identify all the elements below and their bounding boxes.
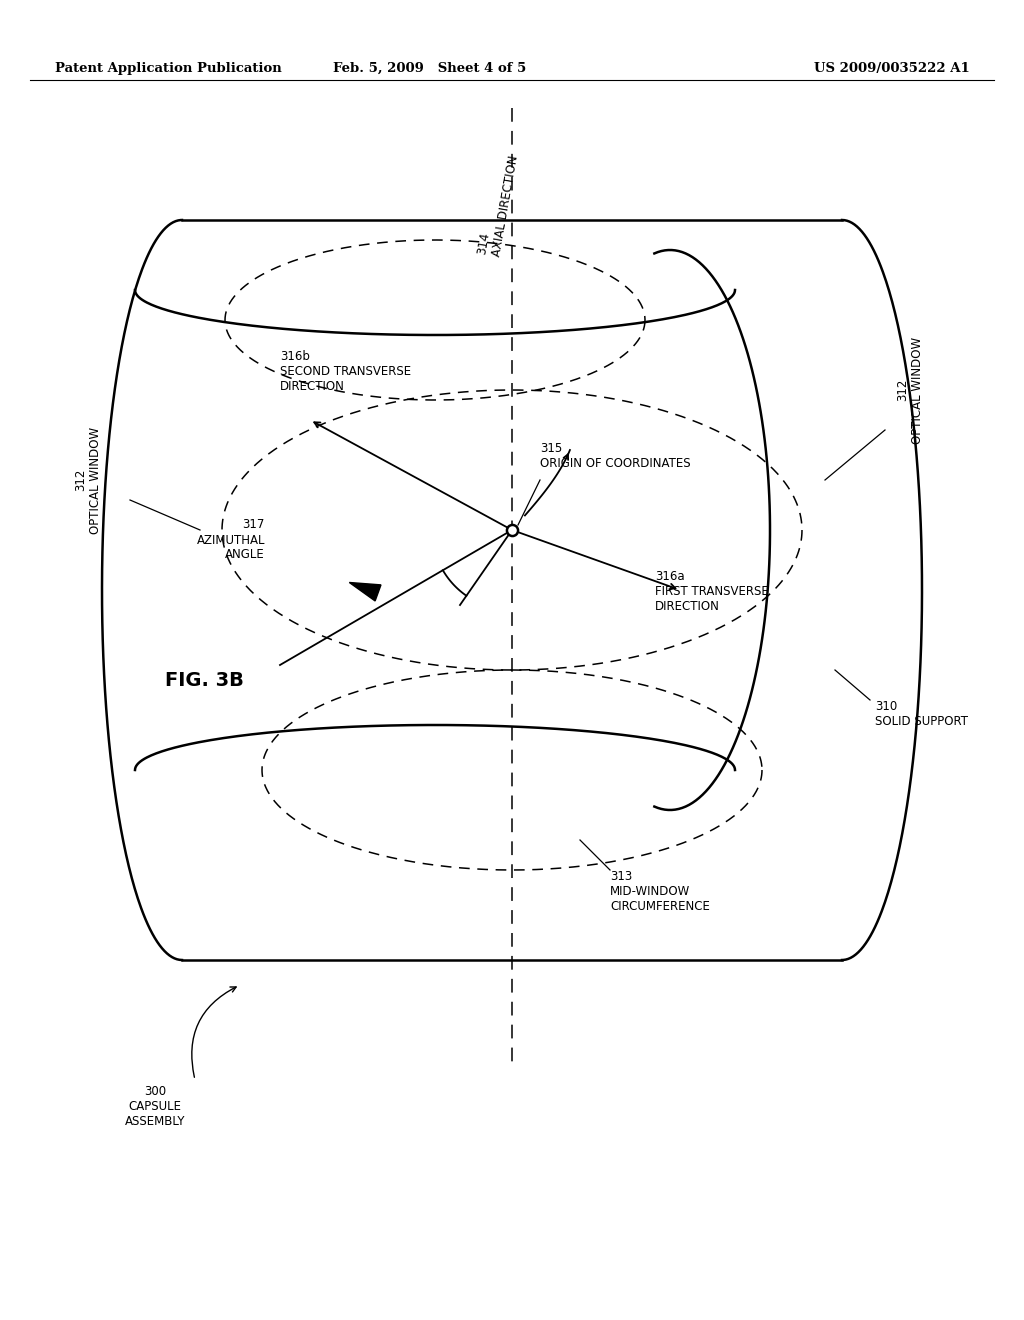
Text: 310
SOLID SUPPORT: 310 SOLID SUPPORT	[874, 700, 968, 729]
Text: US 2009/0035222 A1: US 2009/0035222 A1	[814, 62, 970, 75]
Text: FIG. 3B: FIG. 3B	[165, 671, 244, 689]
Text: 313
MID-WINDOW
CIRCUMFERENCE: 313 MID-WINDOW CIRCUMFERENCE	[610, 870, 710, 913]
Text: 300
CAPSULE
ASSEMBLY: 300 CAPSULE ASSEMBLY	[125, 1085, 185, 1129]
Text: 316a
FIRST TRANSVERSE
DIRECTION: 316a FIRST TRANSVERSE DIRECTION	[655, 570, 769, 612]
Text: 316b
SECOND TRANSVERSE
DIRECTION: 316b SECOND TRANSVERSE DIRECTION	[280, 350, 411, 393]
Text: 314
AXIAL DIRECTION: 314 AXIAL DIRECTION	[475, 152, 520, 257]
Text: 312
OPTICAL WINDOW: 312 OPTICAL WINDOW	[74, 426, 102, 533]
Text: 312
OPTICAL WINDOW: 312 OPTICAL WINDOW	[896, 337, 924, 444]
Text: 317
AZIMUTHAL
ANGLE: 317 AZIMUTHAL ANGLE	[197, 519, 265, 561]
Text: 315
ORIGIN OF COORDINATES: 315 ORIGIN OF COORDINATES	[540, 442, 690, 470]
Text: Patent Application Publication: Patent Application Publication	[55, 62, 282, 75]
Polygon shape	[349, 582, 381, 601]
Text: Feb. 5, 2009   Sheet 4 of 5: Feb. 5, 2009 Sheet 4 of 5	[334, 62, 526, 75]
